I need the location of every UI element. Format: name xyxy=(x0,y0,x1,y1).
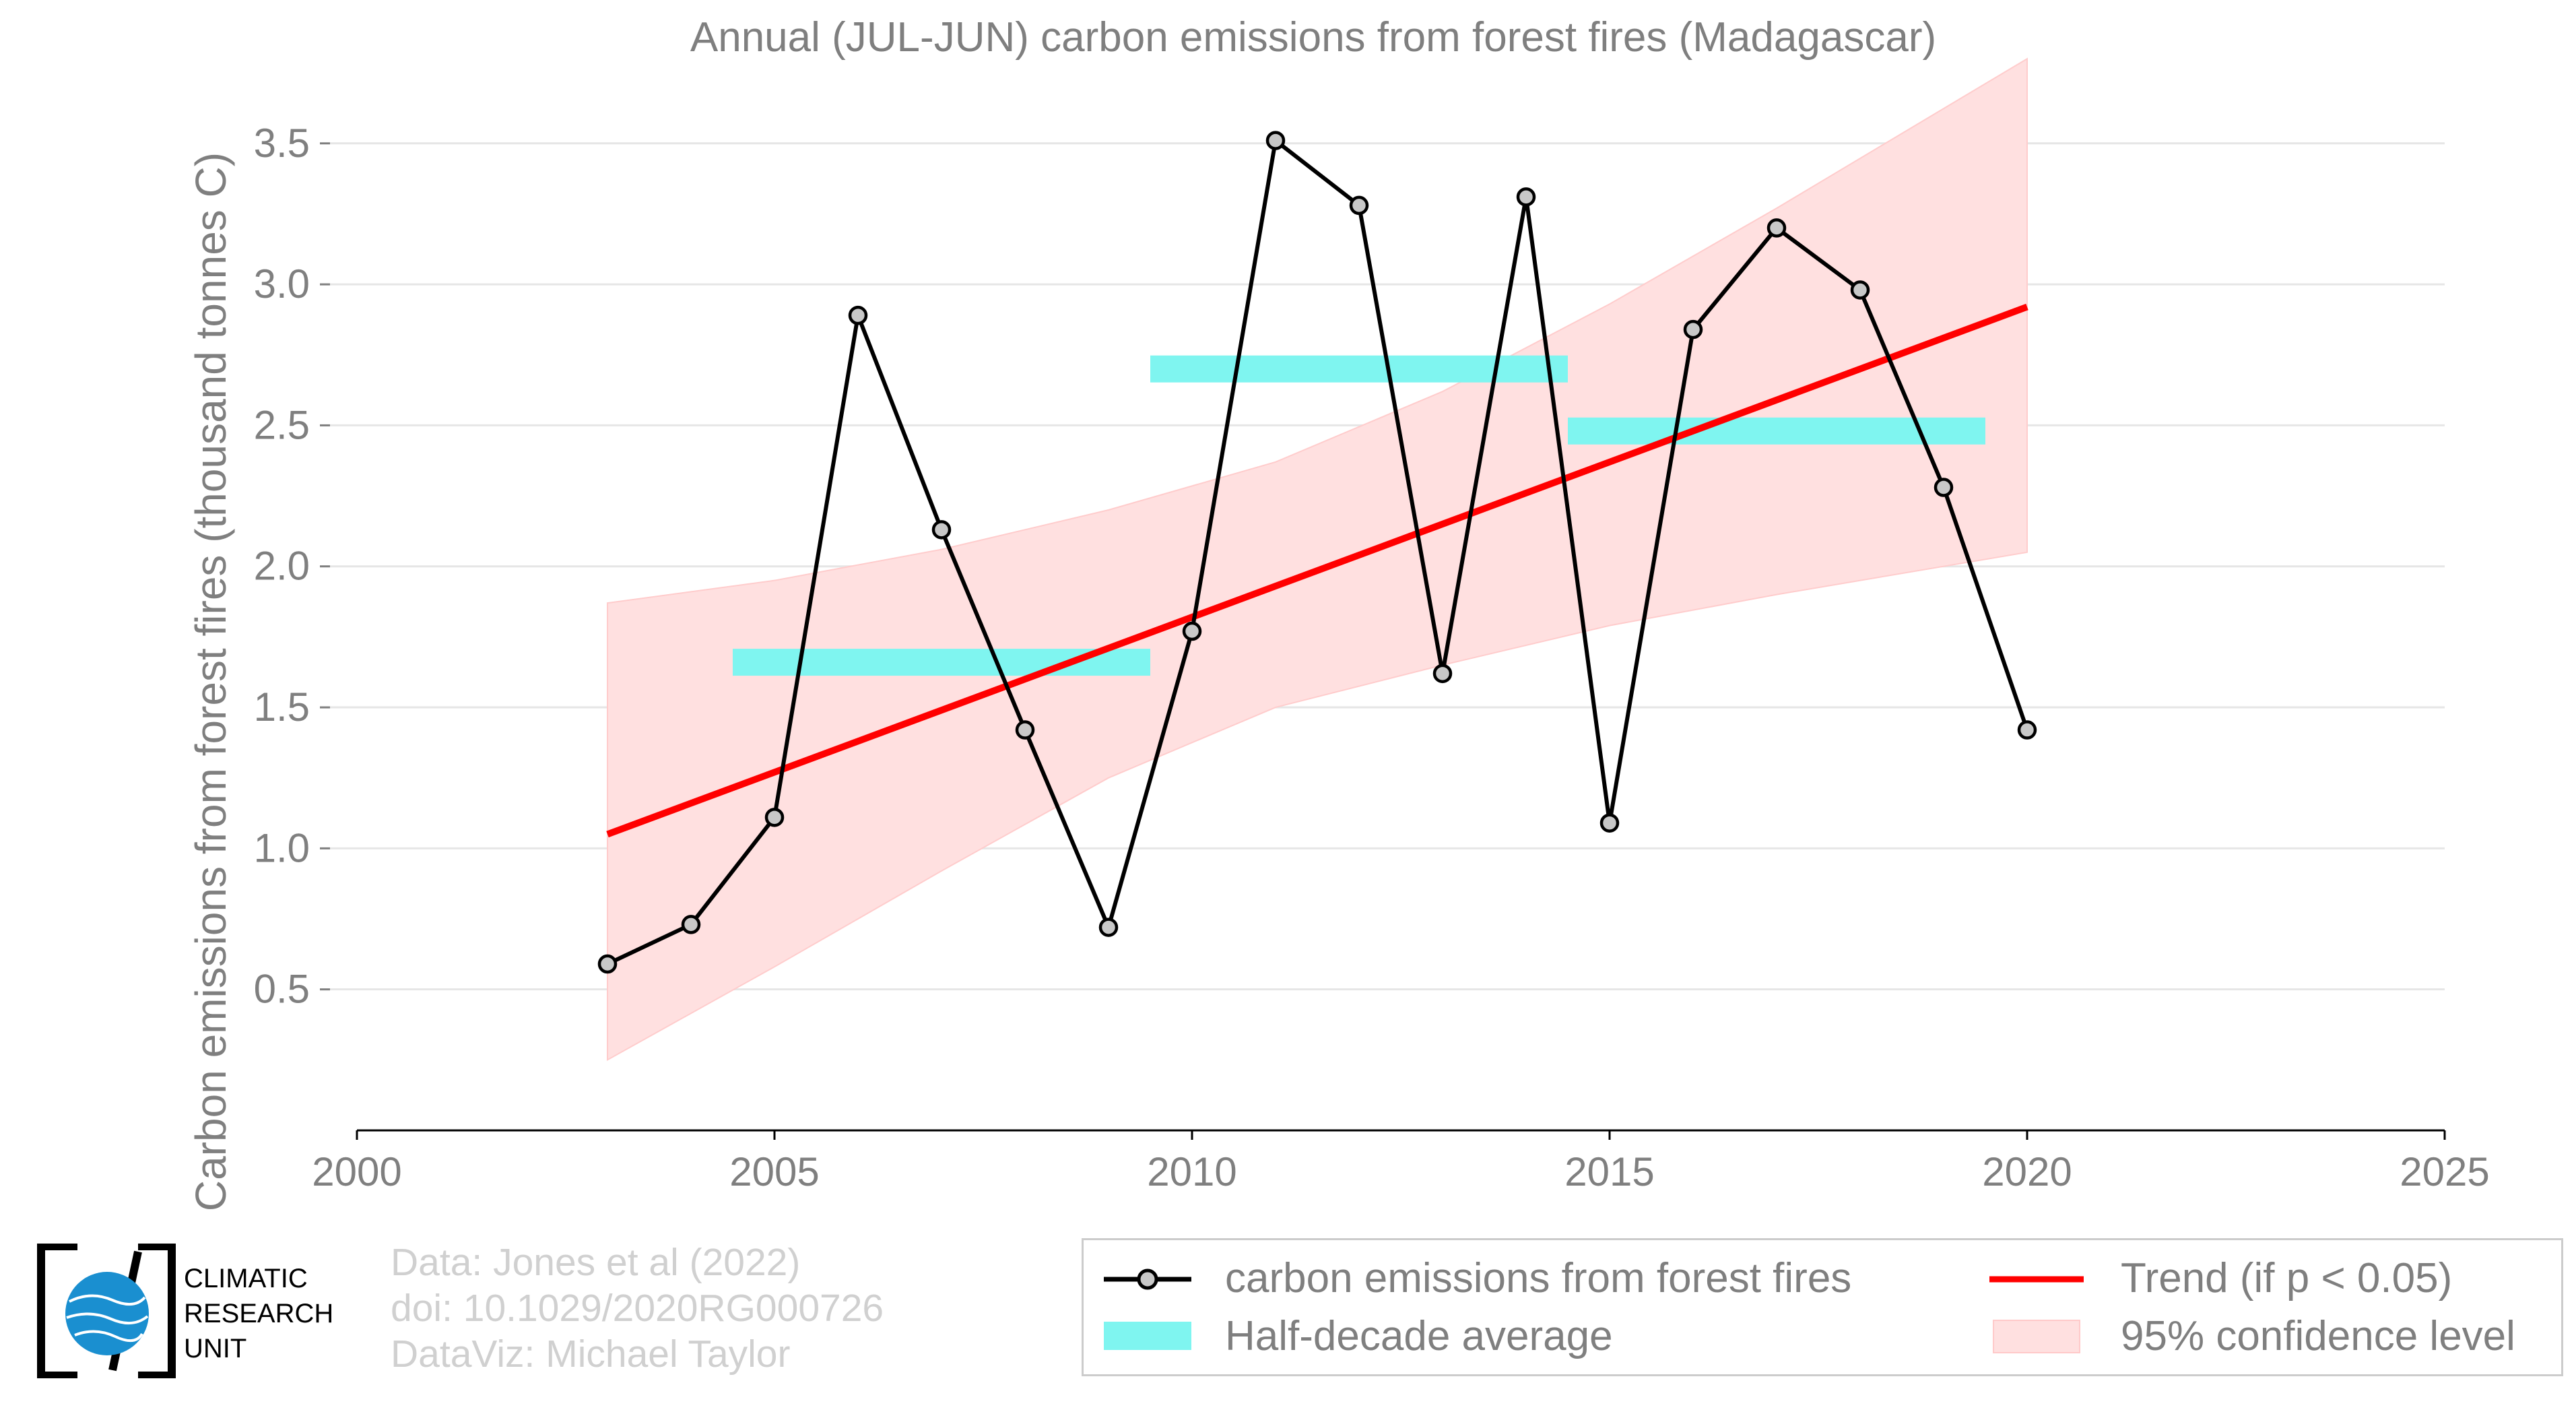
data-point xyxy=(1934,478,1954,497)
legend-trend-swatch xyxy=(1989,1276,2084,1283)
logo-line-3: UNIT xyxy=(184,1334,247,1363)
trend-line xyxy=(606,303,2028,838)
credits: Data: Jones et al (2022) doi: 10.1029/20… xyxy=(391,1240,884,1377)
x-tick-label: 2020 xyxy=(1982,1149,2072,1194)
data-point xyxy=(597,954,618,974)
legend-series-swatch xyxy=(1104,1268,1191,1290)
emissions-series xyxy=(597,131,2037,974)
y-tick-label: 3.0 xyxy=(254,261,310,307)
legend: carbon emissions from forest fires Half-… xyxy=(1082,1238,2563,1376)
data-point xyxy=(1516,187,1536,207)
data-point xyxy=(1265,131,1286,150)
y-tick-label: 1.5 xyxy=(254,684,310,730)
data-point xyxy=(1182,621,1202,641)
logo-line-1: CLIMATIC xyxy=(184,1264,308,1293)
trend-line-segment xyxy=(606,303,2028,838)
cru-logo: CLIMATIC RESEARCH UNIT xyxy=(37,1244,387,1378)
y-tick-label: 1.0 xyxy=(254,825,310,870)
cru-logo-text: CLIMATIC RESEARCH UNIT xyxy=(184,1261,333,1366)
y-axis-label: Carbon emissions from forest fires (thou… xyxy=(187,152,235,1211)
y-tick-label: 2.0 xyxy=(254,544,310,589)
half-decade-bar xyxy=(1150,355,1568,383)
x-ticks: 2000 2005 2010 2015 2020 2025 xyxy=(312,1130,2490,1194)
x-tick-label: 2000 xyxy=(312,1149,401,1194)
y-tick-label: 3.5 xyxy=(254,121,310,166)
x-tick-label: 2010 xyxy=(1147,1149,1236,1194)
data-point xyxy=(1766,218,1787,238)
data-point xyxy=(1683,319,1703,340)
data-point xyxy=(1850,280,1870,300)
data-point xyxy=(1432,664,1453,684)
data-point xyxy=(931,520,952,540)
legend-half-decade-label: Half-decade average xyxy=(1225,1313,1613,1359)
data-point xyxy=(764,808,785,827)
x-tick-label: 2015 xyxy=(1564,1149,1654,1194)
data-point xyxy=(1349,195,1369,216)
confidence-area xyxy=(607,57,2028,1062)
logo-line-2: RESEARCH xyxy=(184,1299,334,1328)
legend-trend-label: Trend (if p < 0.05) xyxy=(2121,1255,2453,1301)
data-point xyxy=(681,915,701,934)
legend-confidence-label: 95% confidence level xyxy=(2121,1313,2515,1359)
cru-logo-icon xyxy=(37,1244,176,1378)
confidence-band xyxy=(607,57,2028,1062)
credit-dataviz: DataViz: Michael Taylor xyxy=(391,1332,791,1376)
y-ticks: 0.5 1.0 1.5 2.0 2.5 3.0 3.5 xyxy=(254,121,330,1012)
data-point xyxy=(1098,918,1119,937)
y-tick-label: 0.5 xyxy=(254,967,310,1012)
y-tick-label: 2.5 xyxy=(254,402,310,447)
data-point xyxy=(1599,813,1620,833)
data-point xyxy=(848,305,868,325)
data-point xyxy=(1015,720,1035,740)
data-point xyxy=(2017,720,2037,740)
legend-confidence-swatch xyxy=(1993,1320,2080,1353)
chart-title: Annual (JUL-JUN) carbon emissions from f… xyxy=(690,14,1936,61)
legend-series-label: carbon emissions from forest fires xyxy=(1225,1255,1852,1301)
credit-data: Data: Jones et al (2022) xyxy=(391,1241,801,1284)
credit-doi: doi: 10.1029/2020RG000726 xyxy=(391,1287,884,1330)
half-decade-bars xyxy=(733,355,1985,676)
series-line xyxy=(606,138,2029,966)
x-tick-label: 2025 xyxy=(2400,1149,2489,1194)
legend-half-decade-swatch xyxy=(1104,1322,1191,1350)
x-tick-label: 2005 xyxy=(729,1149,819,1194)
